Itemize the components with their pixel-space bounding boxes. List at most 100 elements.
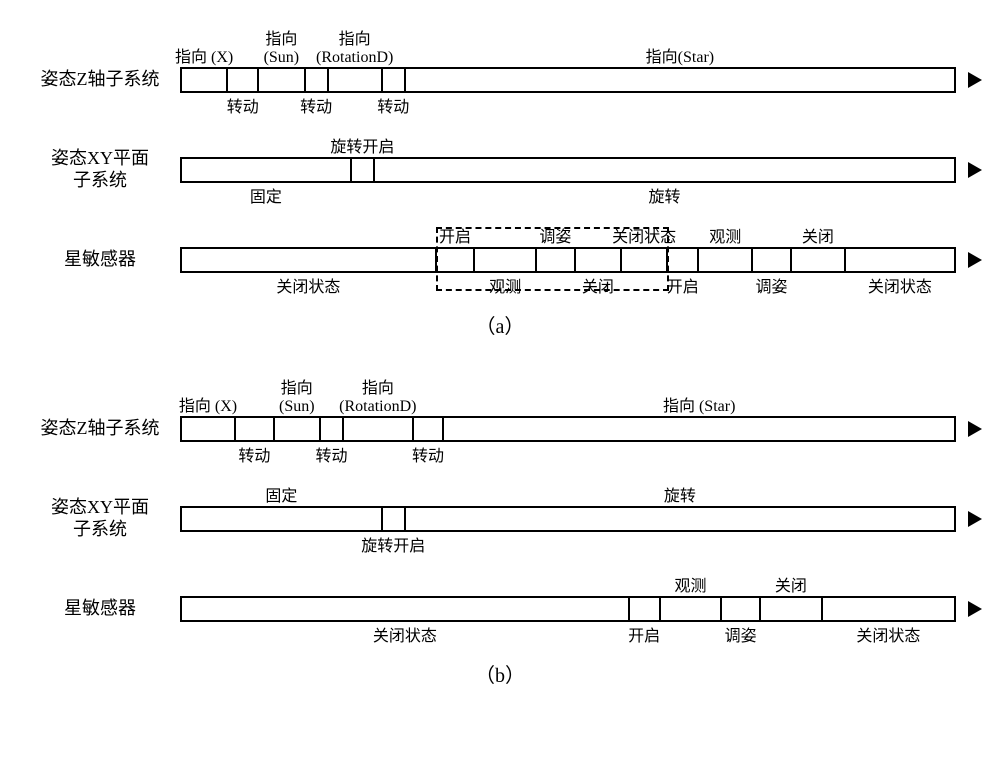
segment: 指向(Sun) [259,69,305,91]
segment-label: 调姿 [756,273,788,297]
segment-label: 指向 (X) [175,43,233,67]
segment-label: 指向 (X) [179,392,237,416]
segment-label: 转动 [300,93,332,117]
segment-label: 关闭状态 [868,273,932,297]
segment: 关闭状态 [846,249,954,271]
segment: 指向 (X) [182,418,236,440]
arrow-icon [968,421,982,437]
bar-area: 关闭状态开启观测调姿关闭关闭状态开启观测调姿关闭关闭状态 [180,247,980,273]
bar-area: 关闭状态开启观测调姿关闭关闭状态 [180,596,980,622]
arrow-icon [968,162,982,178]
segment-label: 调姿 [539,223,571,247]
segment-label: 关闭 [582,273,614,297]
panel-a: 姿态Z轴子系统指向 (X)转动指向(Sun)转动指向(RotationD)转动指… [20,50,980,339]
segment: 指向(Sun) [275,418,321,440]
segment-label: 关闭状态 [612,223,676,247]
segment: 指向(RotationD) [344,418,413,440]
segment: 关闭 [576,249,622,271]
timeline-bar: 关闭状态开启观测调姿关闭关闭状态开启观测调姿关闭关闭状态 [180,247,956,273]
segment-label: 指向 (Star) [663,392,735,416]
arrow-icon [968,601,982,617]
segment-label: 转动 [377,93,409,117]
bar-area: 固定旋转开启旋转 [180,157,980,183]
segment: 转动 [383,69,406,91]
track-z-axis: 姿态Z轴子系统指向 (X)转动指向(Sun)转动指向(RotationD)转动指… [20,50,980,110]
segment: 开启 [630,598,661,620]
arrow-icon [968,511,982,527]
bar-area: 固定旋转开启旋转 [180,506,980,532]
segment: 转动 [321,418,344,440]
segment-label: 观测 [709,223,741,247]
arrow-icon [968,252,982,268]
segment-label: 转动 [227,93,259,117]
segment: 旋转 [406,508,954,530]
segment: 旋转开启 [383,508,406,530]
segment-label: 指向(Star) [646,43,714,67]
track-label: 姿态Z轴子系统 [20,418,180,440]
segment: 开启 [437,249,476,271]
segment: 转动 [236,418,275,440]
track-label: 姿态XY平面子系统 [20,148,180,191]
panel-legend: （a） [20,310,980,339]
segment-label: 转动 [316,442,348,466]
bar-area: 指向 (X)转动指向(Sun)转动指向(RotationD)转动指向(Star) [180,67,980,93]
bar-area: 指向 (X)转动指向(Sun)转动指向(RotationD)转动指向 (Star… [180,416,980,442]
track-star-sensor: 星敏感器关闭状态开启观测调姿关闭关闭状态开启观测调姿关闭关闭状态 [20,230,980,290]
segment-label: 转动 [412,442,444,466]
track-label: 姿态Z轴子系统 [20,69,180,91]
segment-label: 开启 [439,223,471,247]
segment-label: 观测 [489,273,521,297]
segment: 指向 (X) [182,69,228,91]
segment-label: 指向(Sun) [264,25,300,67]
segment: 关闭状态 [823,598,954,620]
segment: 关闭状态 [622,249,668,271]
segment-label: 旋转开启 [330,133,394,157]
segment: 观测 [475,249,537,271]
track-z-axis: 姿态Z轴子系统指向 (X)转动指向(Sun)转动指向(RotationD)转动指… [20,399,980,459]
segment: 固定 [182,159,352,181]
panel-b: 姿态Z轴子系统指向 (X)转动指向(Sun)转动指向(RotationD)转动指… [20,399,980,688]
segment: 旋转开启 [352,159,375,181]
track-label: 星敏感器 [20,249,180,271]
segment: 转动 [306,69,329,91]
segment: 指向(Star) [406,69,954,91]
segment-label: 关闭状态 [856,622,920,646]
segment-label: 观测 [674,572,706,596]
segment-label: 固定 [250,183,282,207]
timeline-bar: 指向 (X)转动指向(Sun)转动指向(RotationD)转动指向 (Star… [180,416,956,442]
panel-legend: （b） [20,659,980,688]
segment: 指向(RotationD) [329,69,383,91]
track-label: 姿态XY平面子系统 [20,497,180,540]
segment: 固定 [182,508,383,530]
segment: 调姿 [753,249,792,271]
track-xy-plane: 姿态XY平面子系统固定旋转开启旋转 [20,489,980,549]
segment: 观测 [661,598,723,620]
segment-label: 旋转 [648,183,680,207]
segment-label: 调姿 [725,622,757,646]
track-star-sensor: 星敏感器关闭状态开启观测调姿关闭关闭状态 [20,579,980,639]
segment: 关闭状态 [182,249,437,271]
segment: 指向 (Star) [444,418,954,440]
segment: 旋转 [375,159,954,181]
segment-label: 关闭 [775,572,807,596]
segment: 调姿 [537,249,576,271]
segment: 观测 [699,249,753,271]
segment-label: 指向(RotationD) [339,374,416,416]
segment: 转动 [228,69,259,91]
segment-label: 开启 [667,273,699,297]
timeline-bar: 指向 (X)转动指向(Sun)转动指向(RotationD)转动指向(Star) [180,67,956,93]
segment-label: 固定 [265,482,297,506]
segment: 关闭状态 [182,598,630,620]
segment: 开启 [668,249,699,271]
segment-label: 旋转开启 [361,532,425,556]
timeline-bar: 固定旋转开启旋转 [180,506,956,532]
segment: 关闭 [792,249,846,271]
segment: 转动 [414,418,445,440]
track-label: 星敏感器 [20,598,180,620]
arrow-icon [968,72,982,88]
timeline-bar: 固定旋转开启旋转 [180,157,956,183]
segment-label: 旋转 [664,482,696,506]
segment-label: 关闭状态 [373,622,437,646]
timeline-bar: 关闭状态开启观测调姿关闭关闭状态 [180,596,956,622]
segment: 关闭 [761,598,823,620]
